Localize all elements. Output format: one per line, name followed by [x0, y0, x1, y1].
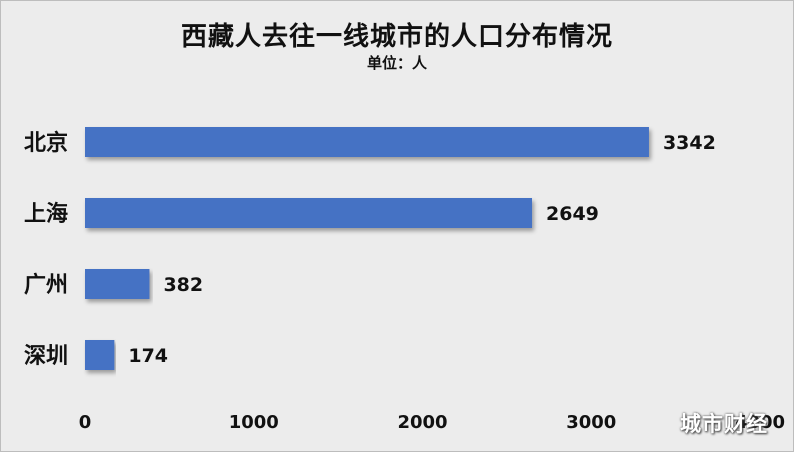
x-tick-label-1: 1000	[229, 412, 279, 433]
value-label-3: 174	[128, 345, 168, 367]
bar-0	[85, 127, 649, 157]
chart-title: 西藏人去往一线城市的人口分布情况	[180, 22, 613, 52]
category-label-3: 深圳	[24, 344, 68, 369]
category-label-0: 北京	[24, 130, 68, 156]
bar-3	[85, 340, 115, 370]
x-tick-label-3: 3000	[566, 412, 616, 433]
chart-subtitle: 单位：人	[366, 54, 427, 72]
x-tick-label-4: 4000	[735, 412, 785, 433]
bar-2	[85, 269, 150, 299]
x-tick-label-0: 0	[79, 412, 92, 433]
value-label-1: 2649	[546, 203, 599, 225]
watermark: 城市财经	[680, 412, 768, 436]
category-label-2: 广州	[24, 272, 68, 298]
value-label-2: 382	[163, 274, 203, 296]
x-tick-label-2: 2000	[397, 412, 447, 433]
bar-1	[85, 198, 533, 228]
category-label-1: 上海	[24, 201, 68, 227]
value-label-0: 3342	[663, 132, 716, 154]
